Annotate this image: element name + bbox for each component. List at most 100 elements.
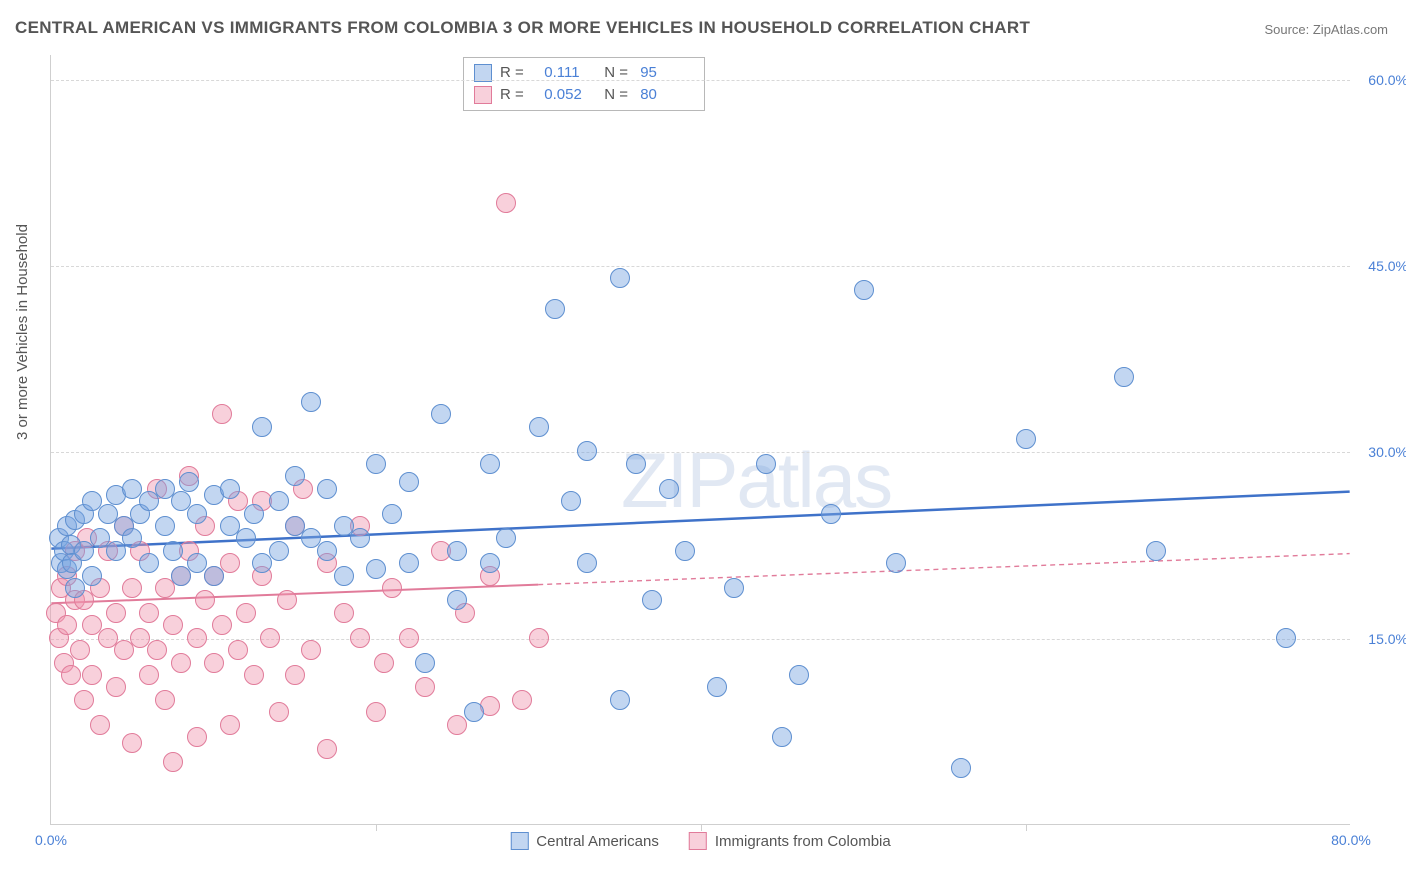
legend-label: Immigrants from Colombia [715,833,891,850]
scatter-point [122,528,142,548]
scatter-point [228,640,248,660]
scatter-point [496,528,516,548]
scatter-point [382,578,402,598]
legend-swatch [510,832,528,850]
y-axis-label: 3 or more Vehicles in Household [14,224,31,440]
scatter-point [854,280,874,300]
series-legend: Central Americans Immigrants from Colombi… [510,832,890,850]
scatter-point [789,665,809,685]
scatter-point [610,690,630,710]
gridline [51,266,1350,267]
scatter-point [512,690,532,710]
scatter-point [285,466,305,486]
legend-item: Immigrants from Colombia [689,832,891,850]
scatter-point [317,541,337,561]
scatter-point [1146,541,1166,561]
scatter-point [204,653,224,673]
scatter-point [269,541,289,561]
scatter-point [106,677,126,697]
scatter-point [171,653,191,673]
scatter-point [415,677,435,697]
scatter-point [187,504,207,524]
legend-n-value: 80 [640,84,692,106]
scatter-point [301,640,321,660]
scatter-point [220,553,240,573]
scatter-point [399,553,419,573]
scatter-point [399,472,419,492]
scatter-point [659,479,679,499]
scatter-point [707,677,727,697]
scatter-point [1114,367,1134,387]
scatter-point [122,578,142,598]
scatter-point [244,504,264,524]
scatter-point [244,665,264,685]
scatter-point [155,516,175,536]
trend-lines [51,55,1350,824]
legend-n-label: N = [604,84,632,106]
scatter-point [204,566,224,586]
xtick-label: 80.0% [1331,832,1371,848]
xtick-mark [1026,824,1027,831]
scatter-point [642,590,662,610]
scatter-point [886,553,906,573]
scatter-point [334,566,354,586]
correlation-legend: R = 0.111N = 95R = 0.052N = 80 [463,57,705,111]
scatter-point [1016,429,1036,449]
xtick-label: 0.0% [35,832,67,848]
scatter-point [236,603,256,623]
scatter-point [61,665,81,685]
scatter-point [610,268,630,288]
scatter-point [90,715,110,735]
scatter-point [756,454,776,474]
scatter-point [220,715,240,735]
scatter-point [464,702,484,722]
scatter-point [187,727,207,747]
scatter-point [496,193,516,213]
scatter-point [139,665,159,685]
scatter-point [277,590,297,610]
scatter-point [529,417,549,437]
xtick-mark [701,824,702,831]
source-attribution: Source: ZipAtlas.com [1264,22,1388,37]
legend-stat-row: R = 0.052 N = 80 [474,84,692,106]
scatter-point [334,603,354,623]
gridline [51,80,1350,81]
scatter-point [772,727,792,747]
chart-title: CENTRAL AMERICAN VS IMMIGRANTS FROM COLO… [15,18,1030,38]
scatter-point [561,491,581,511]
scatter-point [577,553,597,573]
scatter-point [951,758,971,778]
legend-label: Central Americans [536,833,659,850]
scatter-point [260,628,280,648]
scatter-point [374,653,394,673]
scatter-point [415,653,435,673]
gridline [51,452,1350,453]
legend-r-label: R = [500,84,536,106]
scatter-point [317,479,337,499]
scatter-point [480,454,500,474]
scatter-point [57,615,77,635]
plot-area: ZIPatlas R = 0.111N = 95R = 0.052N = 80 … [50,55,1350,825]
scatter-point [350,628,370,648]
scatter-point [301,392,321,412]
scatter-point [74,690,94,710]
scatter-point [70,640,90,660]
scatter-point [269,491,289,511]
scatter-point [212,404,232,424]
legend-r-value: 0.052 [544,84,596,106]
scatter-point [139,603,159,623]
scatter-point [366,702,386,722]
scatter-point [366,454,386,474]
scatter-point [106,603,126,623]
scatter-point [122,733,142,753]
scatter-point [163,752,183,772]
scatter-point [82,566,102,586]
gridline [51,639,1350,640]
scatter-point [163,615,183,635]
scatter-point [675,541,695,561]
ytick-label: 30.0% [1368,444,1406,460]
scatter-point [155,690,175,710]
xtick-mark [376,824,377,831]
scatter-point [382,504,402,524]
scatter-point [147,640,167,660]
